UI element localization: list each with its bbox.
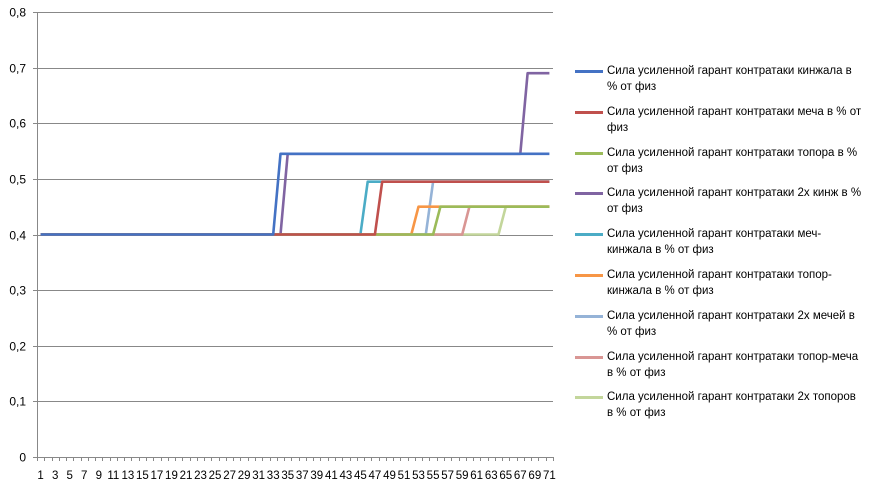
x-tick-label: 41 xyxy=(325,470,338,482)
x-tick-label: 53 xyxy=(412,470,425,482)
y-tick-label: 0,4 xyxy=(9,229,26,243)
series-line xyxy=(40,205,550,236)
legend-label: Сила усиленной гарант контратаки 2х топо… xyxy=(607,391,856,420)
x-tick-label: 55 xyxy=(427,470,440,482)
legend-swatch xyxy=(575,273,603,277)
legend-label: Сила усиленной гарант контратаки меч-кин… xyxy=(607,228,822,257)
axes xyxy=(33,12,554,461)
legend-label: Сила усиленной гарант контратаки 2х мече… xyxy=(607,309,855,338)
x-tick-label: 47 xyxy=(369,470,382,482)
series-line xyxy=(40,180,550,236)
series-lines xyxy=(40,71,550,236)
x-tick-label: 7 xyxy=(81,470,87,482)
x-tick-label: 15 xyxy=(136,470,149,482)
y-tick-label: 0,6 xyxy=(9,117,26,131)
series-line xyxy=(40,152,550,236)
legend-swatch xyxy=(575,233,603,237)
y-tick-label: 0 xyxy=(19,451,26,465)
series-line xyxy=(40,205,550,236)
x-tick-label: 33 xyxy=(267,470,280,482)
x-tick-label: 63 xyxy=(485,470,498,482)
series-line xyxy=(40,180,550,236)
x-tick-label: 9 xyxy=(96,470,102,482)
x-tick-label: 13 xyxy=(121,470,134,482)
x-tick-label: 21 xyxy=(180,470,193,482)
x-tick-label: 43 xyxy=(339,470,352,482)
x-tick-label: 49 xyxy=(383,470,396,482)
legend-label: Сила усиленной гарант контратаки 2х кинж… xyxy=(607,187,862,216)
legend-swatch xyxy=(575,110,603,114)
y-axis-tick-labels: 0 0,1 0,2 0,3 0,4 0,5 0,6 0,7 0,8 xyxy=(9,6,26,465)
legend-item: Сила усиленной гарант контратаки топора … xyxy=(575,145,867,186)
x-tick-label: 51 xyxy=(398,470,411,482)
y-tick-label: 0,7 xyxy=(9,62,26,76)
x-tick-label: 69 xyxy=(528,470,541,482)
x-tick-label: 3 xyxy=(52,470,58,482)
x-tick-label: 1 xyxy=(37,470,43,482)
x-tick-label: 17 xyxy=(151,470,164,482)
y-tick-label: 0,3 xyxy=(9,284,26,298)
y-tick-label: 0,2 xyxy=(9,340,26,354)
legend-item: Сила усиленной гарант контратаки меч-кин… xyxy=(575,226,867,267)
x-tick-label: 57 xyxy=(441,470,454,482)
x-tick-label: 61 xyxy=(470,470,483,482)
legend-label: Сила усиленной гарант контратаки топор-к… xyxy=(607,268,832,297)
legend-swatch xyxy=(575,192,603,196)
legend-item: Сила усиленной гарант контратаки топор-к… xyxy=(575,267,867,308)
y-tick-label: 0,1 xyxy=(9,395,26,409)
y-tick-label: 0,5 xyxy=(9,173,26,187)
legend-swatch xyxy=(575,355,603,359)
legend-item: Сила усиленной гарант контратаки кинжала… xyxy=(575,63,867,104)
x-tick-label: 71 xyxy=(543,470,556,482)
legend-swatch xyxy=(575,396,603,400)
legend-swatch xyxy=(575,314,603,318)
legend-item: Сила усиленной гарант контратаки 2х мече… xyxy=(575,308,867,349)
x-tick-label: 65 xyxy=(499,470,512,482)
x-tick-label: 5 xyxy=(67,470,73,482)
x-tick-label: 31 xyxy=(252,470,265,482)
legend-label: Сила усиленной гарант контратаки кинжала… xyxy=(607,65,852,93)
x-axis-tick-labels: 1 3 5 7 9 11 13 15 17 19 21 23 25 27 29 31 33 35 37 39 41 43 4… xyxy=(37,470,555,482)
legend-item: Сила усиленной гарант контратаки 2х топо… xyxy=(575,389,867,430)
legend-swatch xyxy=(575,70,603,73)
y-tick-label: 0,8 xyxy=(9,6,26,20)
x-tick-label: 37 xyxy=(296,470,309,482)
series-line xyxy=(40,205,550,236)
x-tick-label: 35 xyxy=(281,470,294,482)
legend-item: Сила усиленной гарант контратаки топор-м… xyxy=(575,349,867,390)
x-tick-label: 11 xyxy=(107,470,119,482)
x-tick-label: 25 xyxy=(209,470,222,482)
x-tick-label: 27 xyxy=(223,470,236,482)
x-tick-label: 19 xyxy=(165,470,178,482)
series-line xyxy=(40,205,550,236)
legend: Сила усиленной гарант контратаки кинжала… xyxy=(575,63,867,430)
legend-item: Сила усиленной гарант контратаки меча в … xyxy=(575,104,867,145)
x-tick-label: 67 xyxy=(514,470,527,482)
x-tick-label: 45 xyxy=(354,470,367,482)
legend-label: Сила усиленной гарант контратаки топора … xyxy=(607,146,858,175)
x-tick-label: 39 xyxy=(310,470,323,482)
x-tick-label: 23 xyxy=(194,470,207,482)
legend-label: Сила усиленной гарант контратаки меча в … xyxy=(607,105,862,134)
legend-swatch xyxy=(575,151,603,155)
x-tick-label: 59 xyxy=(456,470,469,482)
series-line xyxy=(40,180,550,236)
legend-item: Сила усиленной гарант контратаки 2х кинж… xyxy=(575,185,867,226)
x-tick-label: 29 xyxy=(238,470,251,482)
legend-label: Сила усиленной гарант контратаки топор-м… xyxy=(607,350,859,379)
